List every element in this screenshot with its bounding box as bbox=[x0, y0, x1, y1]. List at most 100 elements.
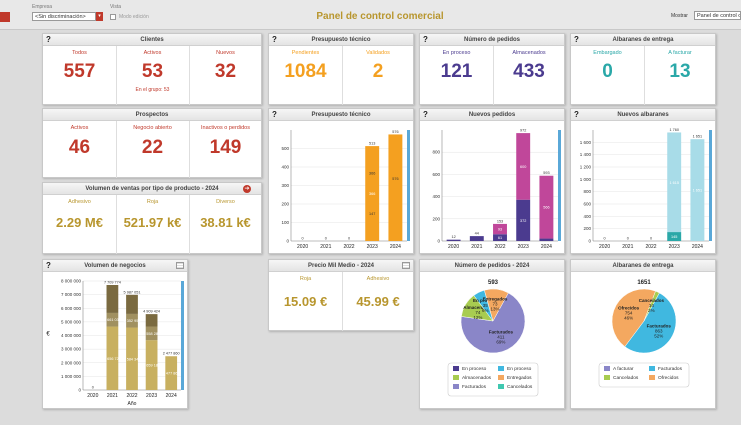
legend-swatch bbox=[604, 375, 610, 380]
total-label: 0 bbox=[604, 237, 606, 241]
volumen-roja[interactable]: Roja 521.97 k€ bbox=[116, 195, 189, 230]
bar bbox=[493, 223, 507, 235]
bar bbox=[667, 132, 682, 233]
legend-swatch bbox=[453, 366, 459, 371]
kpi-label: Inactivos o perdidos bbox=[201, 125, 250, 131]
divider bbox=[342, 272, 343, 331]
chart-header: Número de pedidos - 2024 bbox=[420, 260, 564, 272]
legend-swatch bbox=[604, 366, 610, 371]
x-tick-label: 2021 bbox=[622, 244, 633, 250]
total-label: 12 bbox=[451, 235, 455, 239]
empresa-label: Empresa bbox=[32, 4, 53, 10]
kpi-label: Adhesivo bbox=[366, 276, 390, 282]
empresa-select[interactable]: <Sin discriminación> bbox=[32, 12, 96, 21]
help-icon[interactable]: ? bbox=[46, 35, 51, 44]
x-tick-label: 2020 bbox=[87, 393, 98, 399]
clientes-todos[interactable]: Todos 557 bbox=[43, 46, 116, 83]
total-label: 576 bbox=[392, 130, 398, 134]
divider bbox=[116, 121, 117, 178]
help-icon[interactable]: ? bbox=[423, 35, 428, 44]
slice-pct: 12% bbox=[473, 315, 482, 320]
help-icon[interactable]: ? bbox=[423, 110, 428, 119]
bar bbox=[165, 356, 178, 390]
table-icon[interactable] bbox=[176, 262, 184, 269]
volumen-adhesivo[interactable]: Adhesivo 2.29 M€ bbox=[43, 195, 116, 230]
arrow-right-icon[interactable]: ➔ bbox=[243, 185, 251, 193]
help-icon[interactable]: ? bbox=[574, 35, 579, 44]
precio-panel: Precio Mil Medio - 2024 Roja 15.09 € Adhe… bbox=[268, 259, 414, 331]
nuevos-albaranes-chart-panel: Nuevos albaranes ? 0 200 400 600 800 1 000 1 2… bbox=[570, 108, 716, 254]
y-tick-label: 0 bbox=[437, 239, 440, 244]
y-tick-label: 7 000 000 bbox=[61, 292, 82, 297]
total-label: 44 bbox=[475, 232, 479, 236]
data-label: 566 bbox=[543, 206, 549, 210]
data-label: 1 615 bbox=[669, 181, 679, 185]
prospectos-negocio-abierto[interactable]: Negocio abierto 22 bbox=[116, 121, 189, 159]
presupuesto-pendientes[interactable]: Pendientes 1084 bbox=[269, 46, 342, 83]
help-icon[interactable]: ? bbox=[574, 110, 579, 119]
pedidos-2024-chart-panel: Número de pedidos - 2024 593 Facturados 41… bbox=[419, 259, 565, 409]
x-tick-label: 2022 bbox=[645, 244, 656, 250]
albaranes-a-facturar[interactable]: A facturar 13 bbox=[644, 46, 716, 83]
presupuesto-chart: 0 100 200 300 400 500 2020 0 2021 0 2022 0 2023 366 14… bbox=[281, 130, 410, 250]
data-label: 4 584 346 bbox=[124, 357, 141, 361]
page-title: Panel de control comercial bbox=[316, 11, 444, 22]
pedidos-en-proceso[interactable]: En proceso 121 bbox=[420, 46, 493, 83]
kpi-value: 0 bbox=[602, 61, 613, 82]
help-icon[interactable]: ? bbox=[272, 35, 277, 44]
presupuesto-validados[interactable]: Validados 2 bbox=[342, 46, 414, 83]
clientes-activos[interactable]: Activos 53 En el grupo: 53 bbox=[116, 46, 189, 93]
total-label: 0 bbox=[650, 237, 652, 241]
kpi-value: 15.09 € bbox=[283, 294, 328, 309]
help-icon[interactable]: ? bbox=[46, 261, 51, 270]
slice-pct: 2% bbox=[648, 308, 655, 313]
y-tick-label: 400 bbox=[281, 165, 289, 170]
y-tick-label: 5 000 000 bbox=[61, 319, 82, 324]
volumen-diverso[interactable]: Diverso 38.81 k€ bbox=[189, 195, 262, 230]
total-label: 513 bbox=[369, 142, 375, 146]
slice-value: 863 bbox=[655, 329, 663, 334]
legend-swatch bbox=[453, 384, 459, 389]
x-tick-label: 2024 bbox=[166, 393, 177, 399]
prospectos-title: Prospectos bbox=[135, 112, 169, 118]
divider bbox=[644, 46, 645, 105]
divider bbox=[189, 195, 190, 254]
help-icon[interactable]: ? bbox=[272, 110, 277, 119]
kpi-value: 46 bbox=[68, 137, 91, 158]
clientes-nuevos[interactable]: Nuevos 32 bbox=[189, 46, 262, 83]
precio-adhesivo[interactable]: Adhesivo 45.99 € bbox=[342, 272, 414, 309]
prospectos-activos[interactable]: Activos 46 bbox=[43, 121, 116, 159]
precio-roja[interactable]: Roja 15.09 € bbox=[269, 272, 342, 309]
albaranes-2024-chart: 1651Facturados86352%Ofrecidos75446%Cance… bbox=[598, 280, 690, 388]
slice-name: Facturados bbox=[489, 330, 514, 335]
y-tick-label: 400 bbox=[583, 214, 591, 219]
prospectos-inactivos[interactable]: Inactivos o perdidos 149 bbox=[189, 121, 262, 159]
albaranes-embargado[interactable]: Embargado 0 bbox=[571, 46, 644, 83]
nuevos-albaranes-chart: 0 200 400 600 800 1 000 1 200 1 400 1 600 2020 0 20… bbox=[580, 128, 712, 250]
y-tick-label: 0 bbox=[588, 239, 591, 244]
table-icon[interactable] bbox=[402, 262, 410, 269]
legend-label: Facturados bbox=[462, 384, 487, 390]
data-label: 2 477 860 bbox=[163, 372, 180, 376]
total-label: 1 760 bbox=[669, 128, 679, 132]
x-tick-label: 2024 bbox=[390, 244, 401, 250]
modo-edicion-checkbox[interactable] bbox=[110, 14, 116, 20]
y-tick-label: 0 bbox=[78, 388, 81, 393]
kpi-value: 45.99 € bbox=[356, 294, 400, 309]
kpi-value: 38.81 k€ bbox=[200, 215, 251, 230]
chart-title: Albaranes de entrega bbox=[612, 263, 674, 269]
vista-label: Vista bbox=[110, 4, 122, 10]
divider bbox=[189, 121, 190, 178]
y-tick-label: 1 000 bbox=[580, 177, 592, 182]
pedidos-almacenados[interactable]: Almacenados 433 bbox=[493, 46, 565, 83]
mostrar-select[interactable]: Panel de control c... bbox=[694, 11, 741, 20]
legend-swatch bbox=[649, 375, 655, 380]
menu-button[interactable] bbox=[0, 12, 10, 22]
chevron-down-icon[interactable]: ▾ bbox=[96, 12, 103, 21]
kpi-label: Validados bbox=[366, 50, 390, 56]
bar bbox=[145, 314, 158, 327]
nuevos-pedidos-chart: 0 200 400 600 800 2020 12 2021 44 2022 61 93 153 2023… bbox=[432, 129, 561, 250]
volumen-tipo-title: Volumen de ventas por tipo de producto -… bbox=[85, 186, 219, 192]
total-label: 153 bbox=[497, 219, 503, 223]
bar bbox=[106, 284, 119, 313]
